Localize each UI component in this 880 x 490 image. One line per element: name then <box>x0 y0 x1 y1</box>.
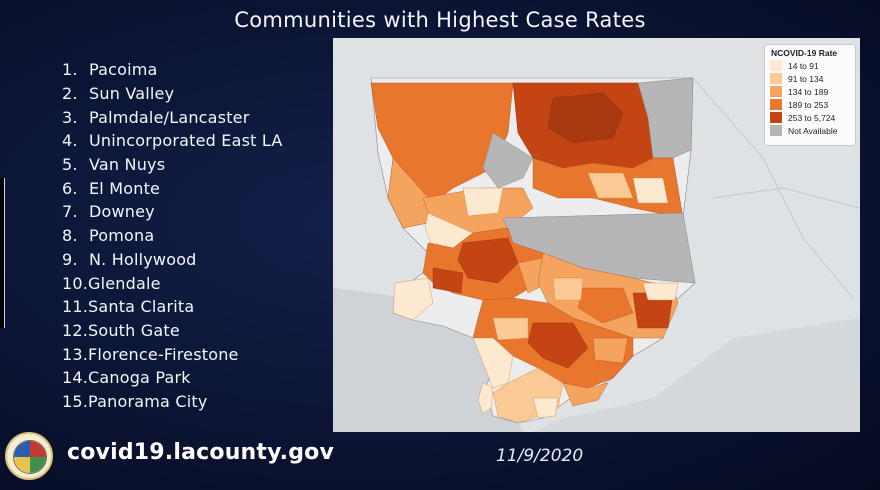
community-rank-number: 9. <box>62 249 78 269</box>
community-rank-number: 8. <box>62 226 78 246</box>
community-name: Pomona <box>89 226 155 246</box>
legend-swatch <box>770 99 782 110</box>
community-list-item: 14. Canoga Park <box>62 366 283 390</box>
website-url[interactable]: covid19.lacounty.gov <box>67 440 335 465</box>
community-name: Canoga Park <box>88 368 191 388</box>
community-rank-number: 12. <box>62 320 89 340</box>
legend-label: 253 to 5,724 <box>788 112 836 123</box>
community-name: South Gate <box>88 320 180 340</box>
legend-row: 14 to 91 <box>765 59 855 72</box>
legend-swatch <box>770 86 782 97</box>
community-rank-number: 5. <box>62 155 78 175</box>
community-rank-number: 11. <box>62 297 89 317</box>
legend-title: NCOVID-19 Rate <box>771 48 838 58</box>
community-list-item: 2. Sun Valley <box>62 82 283 106</box>
community-name: Palmdale/Lancaster <box>89 107 250 127</box>
legend-label: 14 to 91 <box>788 60 819 71</box>
case-rate-map: NCOVID-19 Rate 14 to 91 91 to 134 134 to 1… <box>333 38 860 432</box>
legend-label: 134 to 189 <box>788 86 829 97</box>
community-list-item: 5. Van Nuys <box>62 153 283 177</box>
community-name: Van Nuys <box>89 155 166 175</box>
legend-row: Not Available <box>765 124 855 137</box>
community-list-item: 11. Santa Clarita <box>62 295 283 319</box>
community-rank-number: 15. <box>62 391 89 411</box>
community-name: Florence-Firestone <box>88 344 239 364</box>
community-list-item: 12. South Gate <box>62 319 283 343</box>
community-name: N. Hollywood <box>89 249 197 269</box>
community-name: El Monte <box>89 178 161 198</box>
community-list-item: 8. Pomona <box>62 224 283 248</box>
legend-label: 91 to 134 <box>788 73 824 84</box>
legend-row: 253 to 5,724 <box>765 111 855 124</box>
community-list-item: 4. Unincorporated East LA <box>62 129 283 153</box>
community-list-item: 6. El Monte <box>62 176 283 200</box>
window-edge <box>0 178 5 328</box>
community-name: Sun Valley <box>89 84 175 104</box>
community-list-item: 7. Downey <box>62 200 283 224</box>
county-map-svg <box>333 77 860 432</box>
community-name: Glendale <box>88 273 161 293</box>
community-name: Pacoima <box>89 60 158 80</box>
legend-label: Not Available <box>788 125 838 136</box>
slide-title: Communities with Highest Case Rates <box>234 8 646 32</box>
legend-row: 134 to 189 <box>765 85 855 98</box>
community-name: Santa Clarita <box>88 297 195 317</box>
legend-swatch <box>770 73 782 84</box>
map-legend: NCOVID-19 Rate 14 to 91 91 to 134 134 to 1… <box>764 44 856 146</box>
community-rank-number: 2. <box>62 84 78 104</box>
legend-row: 189 to 253 <box>765 98 855 111</box>
community-rank-number: 10. <box>62 273 89 293</box>
community-name: Downey <box>89 202 155 222</box>
community-list-item: 9. N. Hollywood <box>62 248 283 272</box>
community-rank-number: 14. <box>62 368 89 388</box>
community-rank-number: 6. <box>62 178 78 198</box>
community-rank-list: 1. Pacoima 2. Sun Valley 3. Palmdale/Lancaste… <box>62 58 283 413</box>
community-rank-number: 7. <box>62 202 78 222</box>
legend-label: 189 to 253 <box>788 99 829 110</box>
la-county-seal-icon <box>5 432 53 480</box>
legend-row: 91 to 134 <box>765 72 855 85</box>
report-date: 11/9/2020 <box>496 446 584 466</box>
legend-swatch <box>770 60 782 71</box>
community-name: Unincorporated East LA <box>89 131 283 151</box>
community-list-item: 15. Panorama City <box>62 390 283 414</box>
neighbor-county-area <box>533 318 860 432</box>
legend-swatch <box>770 112 782 123</box>
community-list-item: 1. Pacoima <box>62 58 283 82</box>
legend-swatch <box>770 125 782 136</box>
ocean-area <box>333 288 523 432</box>
community-rank-number: 4. <box>62 131 78 151</box>
community-list-item: 13. Florence-Firestone <box>62 342 283 366</box>
community-rank-number: 3. <box>62 107 78 127</box>
community-rank-number: 13. <box>62 344 89 364</box>
community-name: Panorama City <box>88 391 208 411</box>
community-list-item: 10. Glendale <box>62 271 283 295</box>
community-list-item: 3. Palmdale/Lancaster <box>62 105 283 129</box>
community-rank-number: 1. <box>62 60 78 80</box>
